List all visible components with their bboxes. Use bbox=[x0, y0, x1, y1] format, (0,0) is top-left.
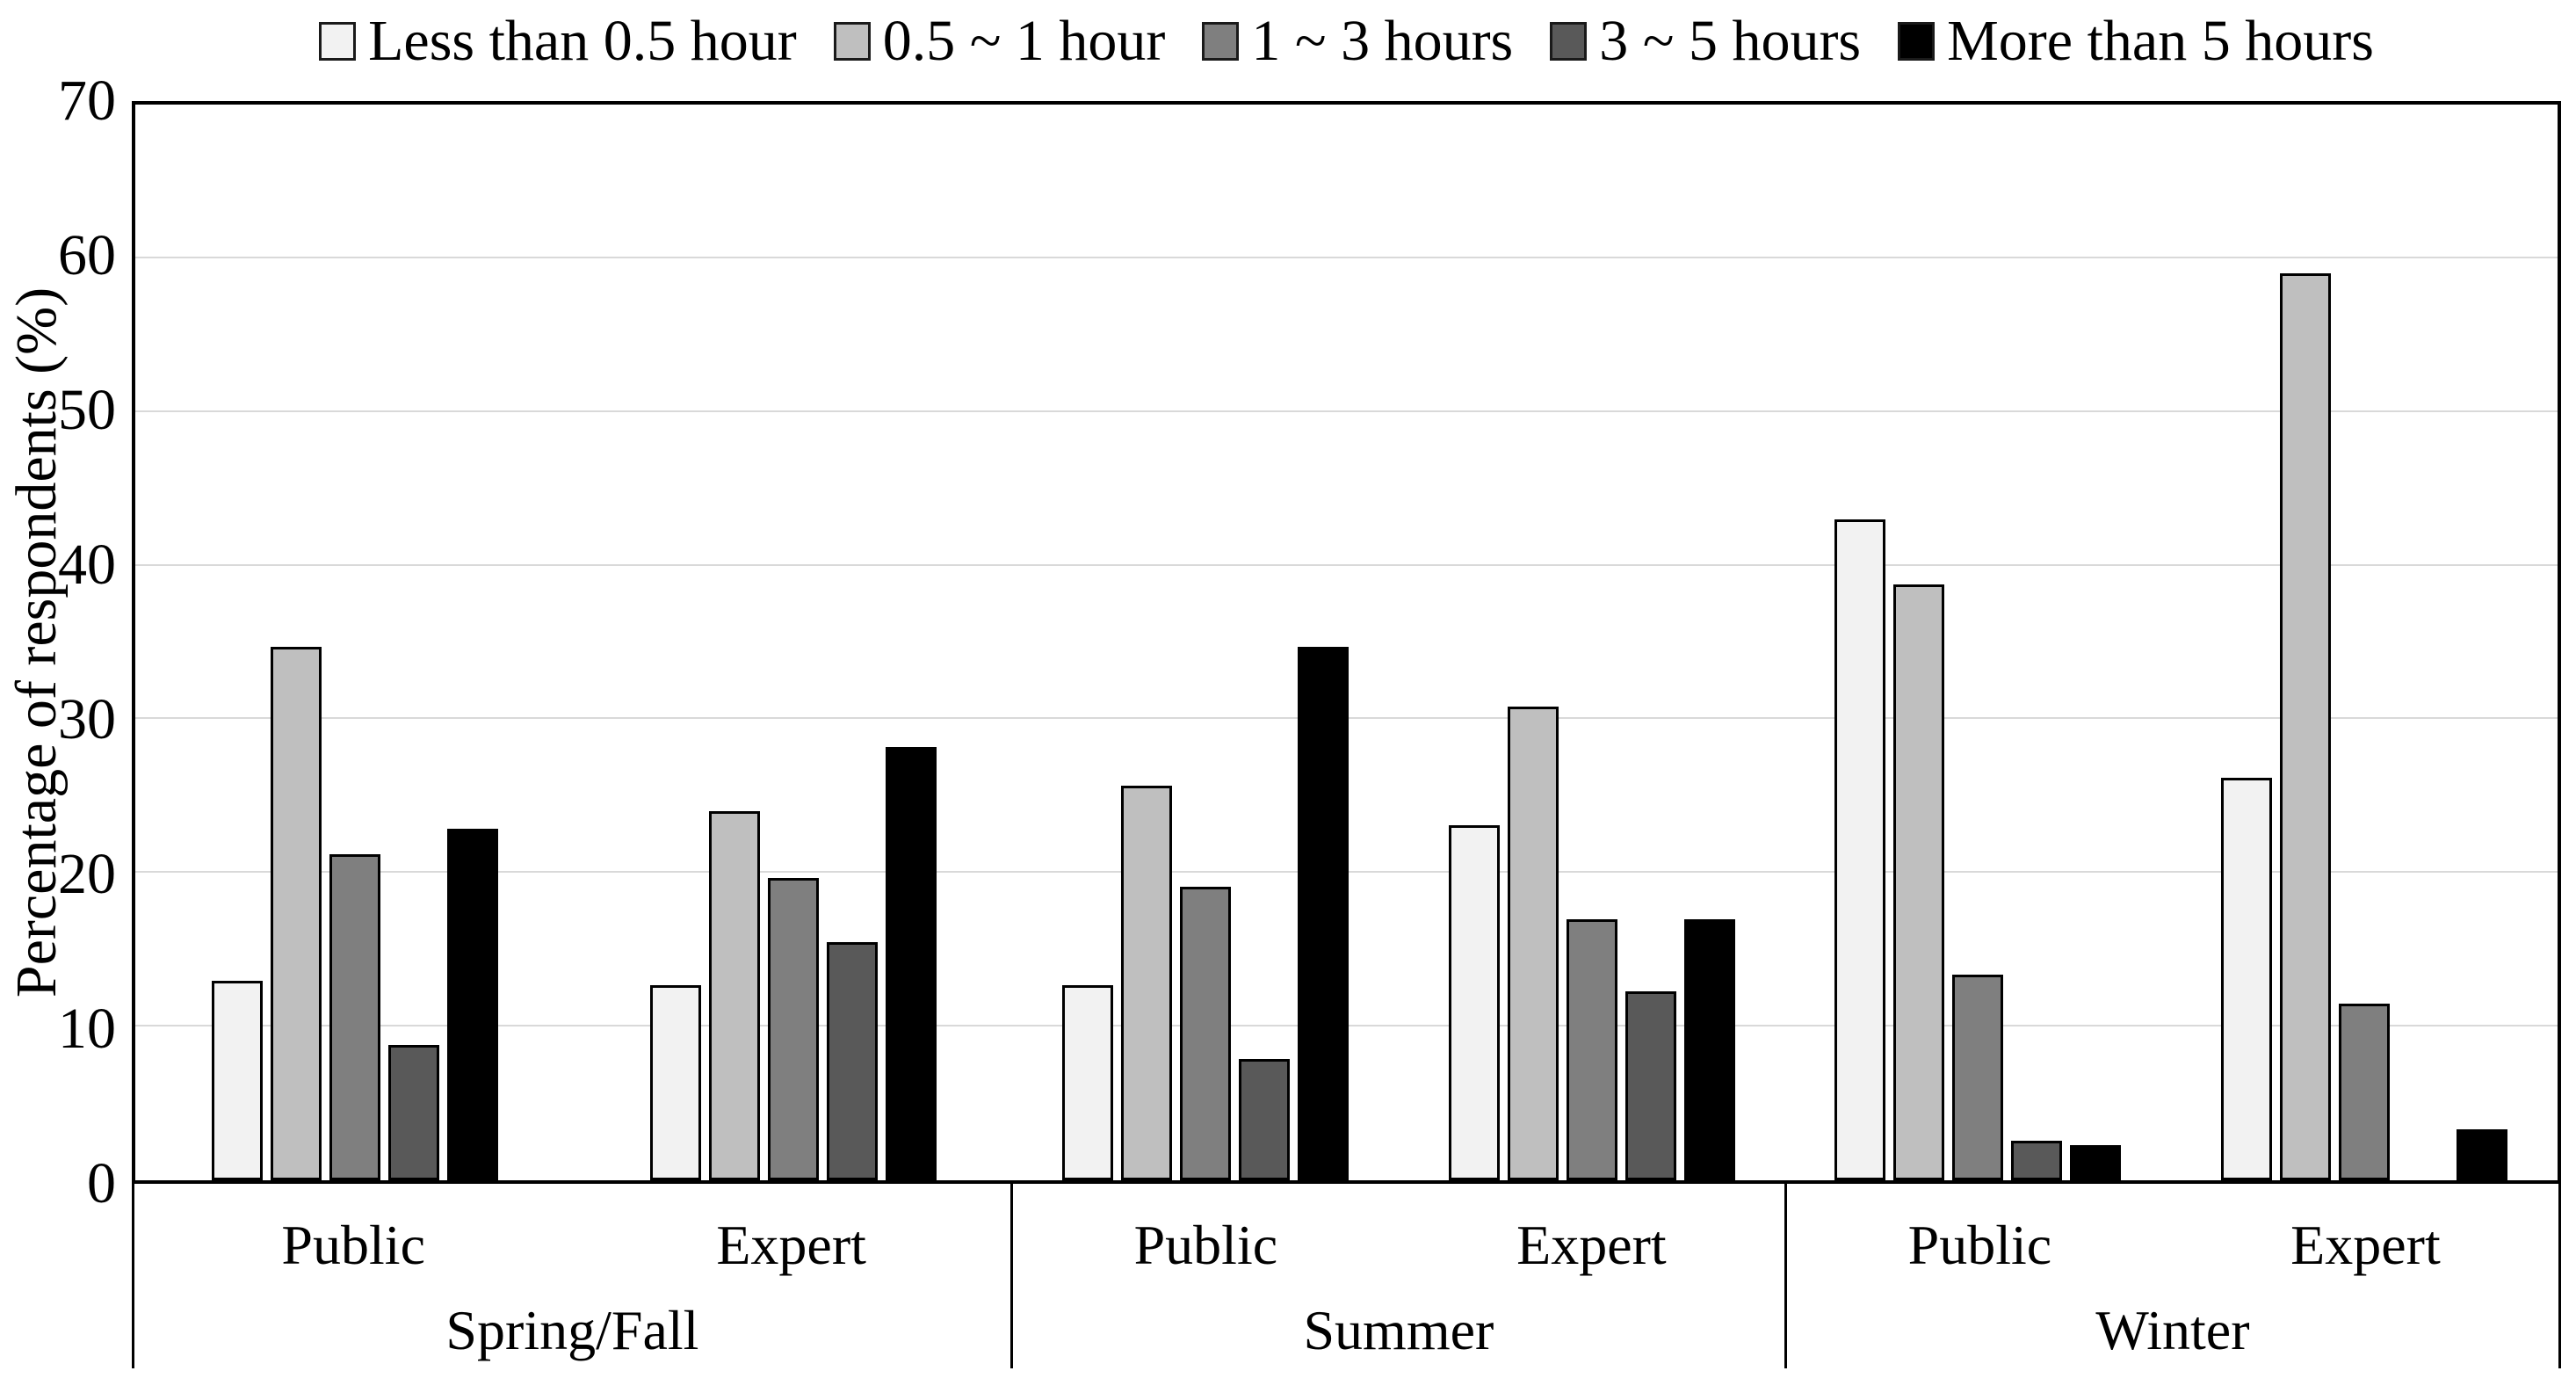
bar bbox=[2070, 1144, 2122, 1180]
season-group bbox=[1012, 105, 1784, 1180]
bar bbox=[885, 746, 937, 1180]
bar bbox=[1120, 785, 1172, 1180]
bar bbox=[1834, 519, 1886, 1180]
season-label: Summer bbox=[1303, 1299, 1494, 1361]
bar bbox=[1952, 974, 2004, 1180]
y-tick-label: 70 bbox=[58, 69, 116, 133]
legend-item: 0.5 ~ 1 hour bbox=[833, 2, 1166, 81]
bar bbox=[1507, 707, 1559, 1180]
bar bbox=[1297, 647, 1349, 1180]
season-group bbox=[1785, 105, 2558, 1180]
bar-cluster bbox=[2171, 105, 2558, 1180]
bar bbox=[2011, 1140, 2063, 1180]
y-tick-label: 20 bbox=[58, 842, 116, 906]
legend-label: 1 ~ 3 hours bbox=[1251, 9, 1514, 73]
legend-swatch-icon bbox=[833, 22, 871, 61]
subgroup-label-row: Public Expert bbox=[134, 1198, 1010, 1293]
season-label: Winter bbox=[2095, 1299, 2250, 1361]
y-tick-label: 50 bbox=[58, 378, 116, 442]
legend-label: Less than 0.5 hour bbox=[368, 9, 797, 73]
subgroup-label: Public bbox=[1907, 1214, 2052, 1276]
legend-swatch-icon bbox=[319, 22, 357, 61]
subgroup-label: Expert bbox=[716, 1214, 866, 1276]
bar bbox=[649, 984, 701, 1180]
bar bbox=[1566, 918, 1617, 1180]
subgroup-label: Expert bbox=[1516, 1214, 1667, 1276]
subgroup-label-row: Public Expert bbox=[1787, 1198, 2558, 1293]
bar-cluster bbox=[135, 105, 574, 1180]
bar-cluster bbox=[1399, 105, 1785, 1180]
legend-item: More than 5 hours bbox=[1898, 2, 2374, 81]
season-axis-block: Public Expert Spring/Fall bbox=[134, 1184, 1013, 1368]
subgroup-label-row: Public Expert bbox=[1013, 1198, 1784, 1293]
y-tick-label: 30 bbox=[58, 687, 116, 751]
legend-swatch-icon bbox=[1898, 22, 1936, 61]
bar bbox=[387, 1045, 439, 1180]
bar bbox=[1238, 1058, 1290, 1180]
bar bbox=[2221, 777, 2273, 1180]
bar bbox=[329, 854, 380, 1180]
legend-label: More than 5 hours bbox=[1947, 9, 2374, 73]
subgroup-label: Public bbox=[281, 1214, 425, 1276]
legend-item: 3 ~ 5 hours bbox=[1550, 2, 1861, 81]
legend-swatch-icon bbox=[1202, 22, 1240, 61]
bar bbox=[1683, 918, 1735, 1180]
subgroup-label: Public bbox=[1133, 1214, 1278, 1276]
bar bbox=[2457, 1129, 2508, 1180]
legend-label: 0.5 ~ 1 hour bbox=[882, 9, 1166, 73]
y-tick-label: 10 bbox=[58, 997, 116, 1061]
bar bbox=[767, 877, 819, 1180]
chart-legend: Less than 0.5 hour 0.5 ~ 1 hour 1 ~ 3 hour… bbox=[132, 2, 2561, 81]
bar bbox=[708, 811, 760, 1180]
plot-area bbox=[132, 101, 2561, 1184]
bar bbox=[826, 941, 878, 1180]
gridline bbox=[135, 256, 2558, 258]
y-tick-label: 60 bbox=[58, 223, 116, 287]
bar bbox=[1624, 990, 1676, 1180]
bar bbox=[1893, 584, 1945, 1180]
season-label: Spring/Fall bbox=[445, 1299, 699, 1361]
bar-cluster bbox=[1012, 105, 1399, 1180]
bars-container bbox=[135, 105, 2558, 1180]
bar-cluster bbox=[1785, 105, 2172, 1180]
bar bbox=[2280, 273, 2332, 1180]
legend-item: Less than 0.5 hour bbox=[319, 2, 797, 81]
bar bbox=[1179, 887, 1231, 1180]
season-axis-block: Public Expert Winter bbox=[1787, 1184, 2561, 1368]
y-tick-label: 0 bbox=[87, 1151, 116, 1215]
gridline bbox=[135, 410, 2558, 412]
y-tick-label: 40 bbox=[58, 533, 116, 597]
season-group bbox=[135, 105, 1012, 1180]
bar-cluster bbox=[574, 105, 1012, 1180]
bar bbox=[211, 980, 263, 1180]
legend-label: 3 ~ 5 hours bbox=[1599, 9, 1862, 73]
category-axis: Public Expert Spring/Fall Public Expert Summe… bbox=[132, 1184, 2561, 1368]
season-axis-block: Public Expert Summer bbox=[1013, 1184, 1787, 1368]
bar bbox=[2339, 1003, 2391, 1180]
subgroup-label: Expert bbox=[2290, 1214, 2441, 1276]
bar bbox=[1061, 984, 1113, 1180]
legend-item: 1 ~ 3 hours bbox=[1202, 2, 1513, 81]
bar bbox=[270, 647, 322, 1180]
gridline bbox=[135, 563, 2558, 566]
bar bbox=[1448, 825, 1500, 1180]
bar bbox=[446, 828, 498, 1180]
legend-swatch-icon bbox=[1550, 22, 1588, 61]
